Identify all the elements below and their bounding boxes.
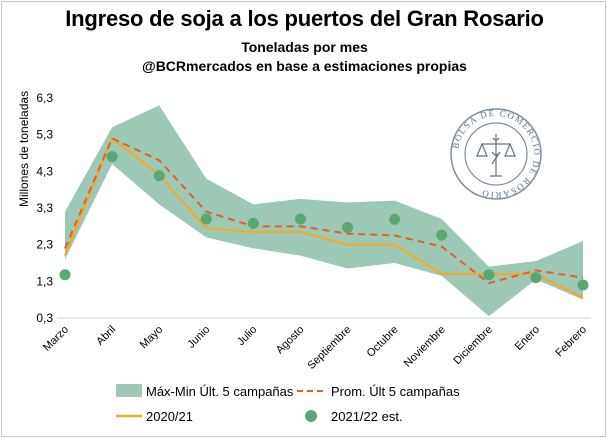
series-point-2021-22 [436,229,448,241]
legend-label-average: Prom. Últ 5 campañas [331,384,460,399]
series-point-2021-22 [294,213,306,225]
series-point-2021-22 [247,217,259,229]
chart-source: @BCRmercados en base a estimaciones prop… [142,58,467,74]
chart-subtitle: Toneladas por mes [241,39,368,55]
series-point-2021-22 [530,272,542,284]
series-line-2020-21 [63,136,584,299]
series-point-2021-22 [153,170,165,182]
series-point-2021-22 [59,269,71,281]
legend-swatch-band [116,384,142,397]
legend-label-2021: 2021/22 est. [331,409,403,424]
bcr-logo-seal: BOLSA DE COMERCIO DE ROSARIO [450,108,542,200]
series-point-2021-22 [483,269,495,281]
y-tick-label: 3,3 [36,201,53,215]
series-point-2021-22 [389,213,401,225]
series-line-average [64,136,584,285]
series-point-2021-22 [577,279,589,291]
chart-title: Ingreso de soja a los puertos del Gran R… [65,6,544,31]
y-tick-label: 2,3 [36,238,53,252]
series-point-2021-22 [342,221,354,233]
y-tick-label: 4,3 [36,164,53,178]
y-tick-label: 1,3 [36,274,53,288]
y-tick-label: 5,3 [36,128,53,142]
y-tick-label: 0,3 [36,311,53,325]
y-tick-label: 6,3 [36,91,53,105]
legend-swatch-2021 [305,410,317,422]
legend-label-2020: 2020/21 [146,409,193,424]
series-point-2021-22 [200,213,212,225]
band-max-min [65,105,583,317]
series-point-2021-22 [106,151,118,163]
legend-label-band: Máx-Min Últ. 5 campañas [146,384,294,399]
